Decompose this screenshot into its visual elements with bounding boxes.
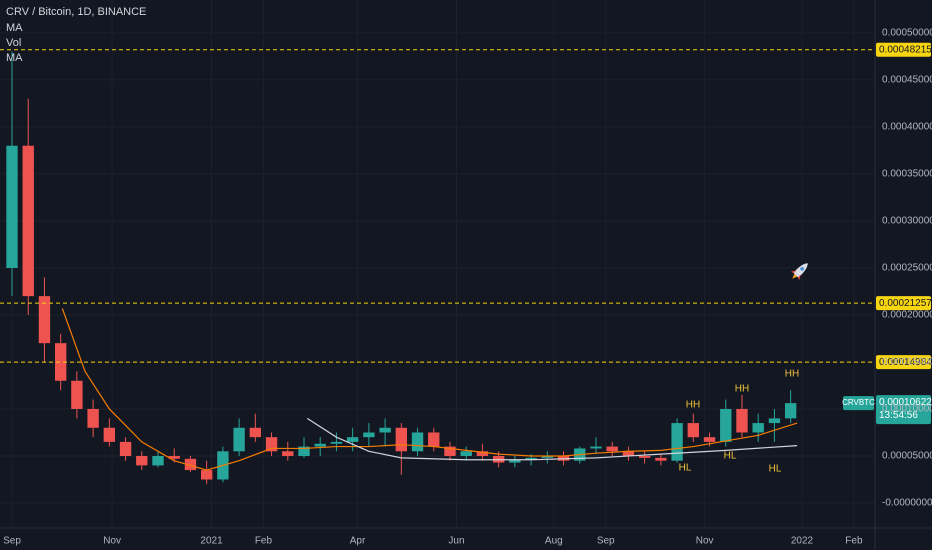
annotation: HL bbox=[769, 464, 782, 475]
candle-body bbox=[103, 427, 116, 442]
candle-body bbox=[346, 437, 359, 442]
candle-body bbox=[314, 443, 326, 447]
candle-body bbox=[168, 455, 180, 459]
x-tick-label: 2021 bbox=[200, 536, 223, 547]
annotation: HL bbox=[679, 463, 692, 474]
candle-body bbox=[509, 459, 521, 463]
rocket-icon bbox=[790, 263, 808, 281]
y-tick-label: 0.00020000 bbox=[882, 310, 932, 321]
candle-body bbox=[411, 432, 424, 452]
candle-body bbox=[22, 145, 34, 297]
y-tick-label: 0.00005000 bbox=[882, 451, 932, 462]
candle-body bbox=[752, 423, 764, 433]
x-tick-label: Jun bbox=[448, 536, 464, 547]
y-tick-label: 0.00050000 bbox=[882, 28, 932, 39]
countdown-label: 13:54:56 bbox=[879, 410, 918, 421]
y-tick-label: 0.00025000 bbox=[882, 263, 932, 274]
candle-body bbox=[71, 380, 83, 409]
candle-body bbox=[265, 437, 278, 452]
candle-body bbox=[54, 343, 67, 381]
overlay: 0.00048215 0.00021257 0.00014984 CRVBTC 0.00… bbox=[0, 42, 932, 475]
x-tick-label: 2022 bbox=[791, 536, 814, 547]
candle-body bbox=[184, 458, 197, 471]
candle-body bbox=[395, 427, 408, 452]
symbol-label: CRVBTC bbox=[842, 398, 875, 407]
level-label: 0.00014984 bbox=[879, 357, 932, 368]
candle-body bbox=[590, 446, 602, 449]
level-label-box bbox=[876, 42, 931, 57]
candle-body bbox=[233, 427, 245, 452]
symbol-box bbox=[843, 396, 874, 411]
plot bbox=[6, 51, 798, 485]
candle-body bbox=[136, 455, 148, 466]
candle-body bbox=[330, 441, 343, 444]
level-label: 0.00048215 bbox=[879, 44, 932, 55]
candle-body bbox=[525, 457, 537, 460]
x-tick-label: Aug bbox=[545, 536, 563, 547]
price-box bbox=[876, 395, 931, 425]
candle-body bbox=[638, 455, 651, 458]
y-tick-label: 0.00040000 bbox=[882, 122, 932, 133]
level-label-box bbox=[876, 296, 931, 311]
indicator-label: MA bbox=[6, 52, 23, 64]
x-tick-label: Sep bbox=[597, 536, 615, 547]
candle-body bbox=[687, 423, 699, 438]
candle-body bbox=[703, 437, 716, 442]
y-tick-label: 0.00030000 bbox=[882, 216, 932, 227]
candle-body bbox=[363, 432, 375, 438]
candle-body bbox=[87, 408, 99, 428]
moving-average-line bbox=[306, 417, 798, 461]
candle-body bbox=[541, 455, 553, 458]
candle-body bbox=[6, 145, 18, 268]
candle-body bbox=[282, 451, 294, 456]
y-tick-label: 0.00010000 bbox=[882, 404, 932, 415]
x-tick-label: Feb bbox=[845, 536, 863, 547]
candle-body bbox=[476, 451, 489, 456]
chart-title: CRV / Bitcoin, 1D, BINANCE bbox=[6, 6, 146, 18]
annotation: HH bbox=[735, 384, 749, 395]
x-tick-label: Apr bbox=[350, 536, 366, 547]
price-label: 0.00010622 bbox=[879, 397, 932, 408]
y-tick-label: 0.00035000 bbox=[882, 169, 932, 180]
annotation: HL bbox=[724, 451, 737, 462]
level-label-box bbox=[876, 355, 931, 370]
candle-body bbox=[671, 423, 683, 461]
candle-body bbox=[460, 451, 472, 456]
level-label: 0.00021257 bbox=[879, 298, 932, 309]
x-tick-label: Nov bbox=[103, 536, 121, 547]
candle-body bbox=[444, 446, 456, 456]
candle-body bbox=[119, 441, 132, 456]
indicator-label: MA bbox=[6, 22, 23, 34]
moving-average-line bbox=[61, 308, 798, 471]
candle-body bbox=[379, 427, 391, 433]
candle-body bbox=[736, 408, 748, 433]
x-tick-label: Nov bbox=[696, 536, 714, 547]
candle-body bbox=[152, 455, 164, 466]
annotation: HH bbox=[686, 400, 700, 411]
candle-body bbox=[784, 403, 797, 419]
x-tick-label: Feb bbox=[255, 536, 273, 547]
x-tick-label: Sep bbox=[3, 536, 21, 547]
indicator-label: Vol bbox=[6, 37, 21, 49]
candle-body bbox=[720, 408, 732, 442]
candle-body bbox=[768, 418, 781, 424]
candle-body bbox=[38, 296, 51, 344]
y-tick-label: 0.00015000 bbox=[882, 357, 932, 368]
candle-body bbox=[298, 446, 310, 456]
candle-body bbox=[655, 457, 667, 461]
candle-body bbox=[249, 427, 262, 438]
annotation: HH bbox=[785, 369, 799, 380]
candle-body bbox=[428, 432, 440, 447]
y-tick-label: 0.00045000 bbox=[882, 75, 932, 86]
candle-body bbox=[200, 470, 213, 480]
candle-body bbox=[622, 451, 635, 456]
candle-body bbox=[606, 446, 618, 452]
